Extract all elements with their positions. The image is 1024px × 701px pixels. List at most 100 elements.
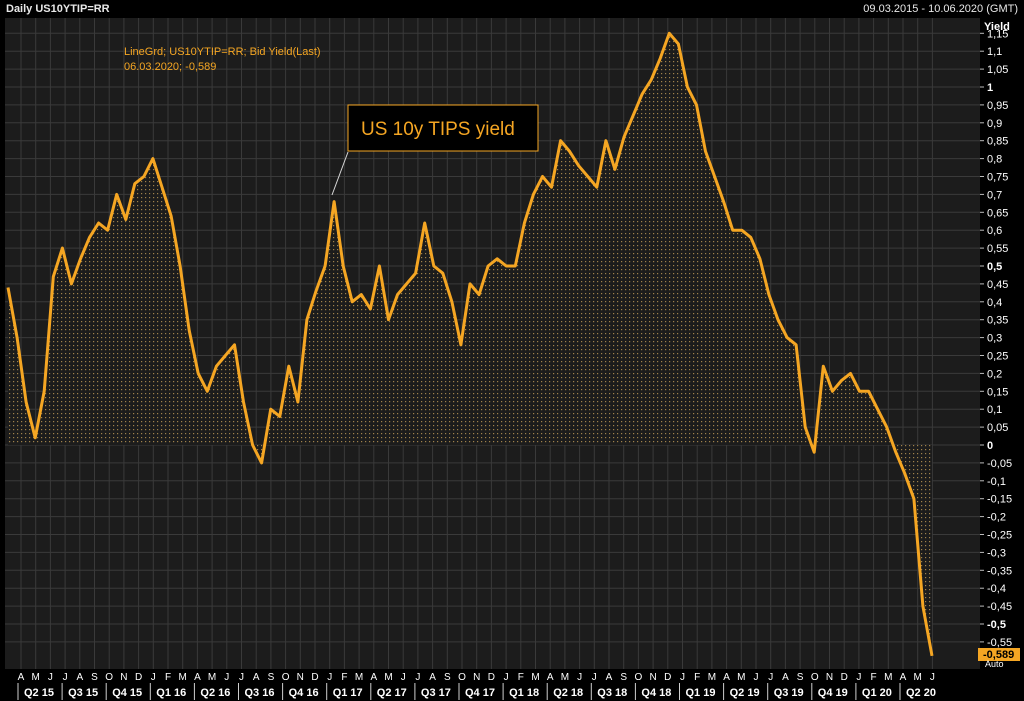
y-tick-label: 0,1: [987, 404, 1002, 416]
x-month-tick: J: [856, 672, 861, 683]
scale-mode-label: Auto: [985, 659, 1004, 669]
y-axis-panel: [980, 18, 1024, 669]
x-month-tick: A: [18, 672, 25, 683]
x-month-tick: M: [355, 672, 363, 683]
x-month-tick: O: [811, 672, 819, 683]
y-axis-ticks: 1,15 1,1 1,05 1 0,95 0,9 0,85 0,8 0,75 0,7 0,65 0,6…: [980, 28, 1012, 649]
x-quarter-tick: Q2 19: [730, 687, 760, 699]
last-value-tag: [978, 648, 1020, 661]
series-area-fill: [8, 33, 932, 656]
window-header: Daily US10YTIP=RR 09.03.2015 - 10.06.202…: [0, 0, 1024, 18]
x-month-tick: A: [900, 672, 907, 683]
x-month-tick: M: [708, 672, 716, 683]
x-month-tick: A: [782, 672, 789, 683]
x-month-tick: O: [282, 672, 290, 683]
x-month-tick: J: [577, 672, 582, 683]
annotation-box: [347, 104, 539, 152]
y-tick-label: 0,2: [987, 368, 1002, 380]
x-quarter-tick: Q4 17: [465, 687, 495, 699]
series-line[interactable]: [6, 31, 934, 657]
x-month-tick: M: [32, 672, 40, 683]
y-tick-label: 0,5: [987, 261, 1002, 273]
x-month-tick: N: [649, 672, 656, 683]
x-quarter-tick: Q3 18: [597, 687, 627, 699]
y-tick-label: 0,7: [987, 189, 1002, 201]
last-value-label: -0,589: [983, 649, 1014, 661]
x-month-tick: A: [253, 672, 260, 683]
x-month-tick: J: [401, 672, 406, 683]
x-month-tick: J: [239, 672, 244, 683]
x-month-tick: D: [664, 672, 671, 683]
y-tick-label: 0,4: [987, 297, 1002, 309]
x-month-tick: M: [384, 672, 392, 683]
y-tick-label: -0,45: [987, 601, 1012, 613]
x-quarter-tick: Q4 15: [112, 687, 142, 699]
x-month-tick: F: [518, 672, 524, 683]
x-month-tick: J: [768, 672, 773, 683]
x-month-tick: F: [165, 672, 171, 683]
annotation-leader-line: [331, 151, 349, 196]
y-tick-label: -0,15: [987, 494, 1012, 506]
x-month-tick: D: [841, 672, 848, 683]
x-month-tick: M: [884, 672, 892, 683]
y-tick-label: 0,6: [987, 225, 1002, 237]
y-tick-label: 0,3: [987, 333, 1002, 345]
x-month-tick: J: [327, 672, 332, 683]
y-axis-title: Yield: [984, 21, 1010, 33]
y-tick-label: 1,1: [987, 46, 1002, 58]
x-month-tick: A: [370, 672, 377, 683]
x-month-tick: A: [429, 672, 436, 683]
x-month-tick: M: [914, 672, 922, 683]
x-month-tick: A: [606, 672, 613, 683]
y-tick-label: 0,55: [987, 243, 1008, 255]
y-tick-label: 0,45: [987, 279, 1008, 291]
x-quarter-tick: Q1 20: [862, 687, 892, 699]
x-month-tick: J: [504, 672, 509, 683]
legend-line-1: LineGrd; US10YTIP=RR; Bid Yield(Last): [124, 46, 321, 58]
x-month-tick: M: [561, 672, 569, 683]
x-month-tick: J: [415, 672, 420, 683]
x-month-tick: S: [620, 672, 627, 683]
x-month-tick: M: [737, 672, 745, 683]
x-quarter-tick: Q4 16: [289, 687, 319, 699]
x-quarter-tick: Q2 20: [906, 687, 936, 699]
x-month-tick: D: [135, 672, 142, 683]
x-month-tick: M: [179, 672, 187, 683]
x-quarter-tick: Q2 17: [377, 687, 407, 699]
legend-line-2: 06.03.2020; -0,589: [124, 61, 216, 73]
x-month-tick: F: [694, 672, 700, 683]
x-month-tick: J: [754, 672, 759, 683]
x-month-tick: J: [930, 672, 935, 683]
x-month-tick: O: [458, 672, 466, 683]
y-tick-label: -0,5: [987, 619, 1006, 631]
y-tick-label: 0,65: [987, 207, 1008, 219]
x-quarter-tick: Q1 17: [333, 687, 363, 699]
y-tick-label: 0,8: [987, 154, 1002, 166]
y-tick-label: 0,05: [987, 422, 1008, 434]
x-month-tick: J: [680, 672, 685, 683]
x-quarter-tick: Q2 15: [24, 687, 54, 699]
y-tick-label: 0,95: [987, 100, 1008, 112]
x-month-tick: J: [48, 672, 53, 683]
chart-date-range: 09.03.2015 - 10.06.2020 (GMT): [863, 3, 1018, 15]
y-tick-label: 0,15: [987, 386, 1008, 398]
y-tick-label: -0,35: [987, 565, 1012, 577]
x-quarter-tick: Q1 19: [686, 687, 716, 699]
x-quarter-tick: Q3 16: [245, 687, 275, 699]
x-month-tick: M: [531, 672, 539, 683]
x-axis-quarter-ticks: Q2 15 Q3 15 Q4 15 Q1 16 Q2 16 Q3 16 Q4 16 Q1 17…: [17, 683, 936, 700]
y-tick-label: 0,9: [987, 118, 1002, 130]
x-month-tick: J: [151, 672, 156, 683]
x-month-tick: N: [826, 672, 833, 683]
y-tick-label: -0,25: [987, 530, 1012, 542]
x-month-tick: S: [444, 672, 451, 683]
y-tick-label: 1,15: [987, 28, 1008, 40]
y-tick-label: 0,25: [987, 351, 1008, 363]
x-month-tick: A: [194, 672, 201, 683]
y-tick-label: -0,55: [987, 637, 1012, 649]
x-month-tick: F: [871, 672, 877, 683]
chart-title-annotation: US 10y TIPS yield: [361, 119, 515, 140]
